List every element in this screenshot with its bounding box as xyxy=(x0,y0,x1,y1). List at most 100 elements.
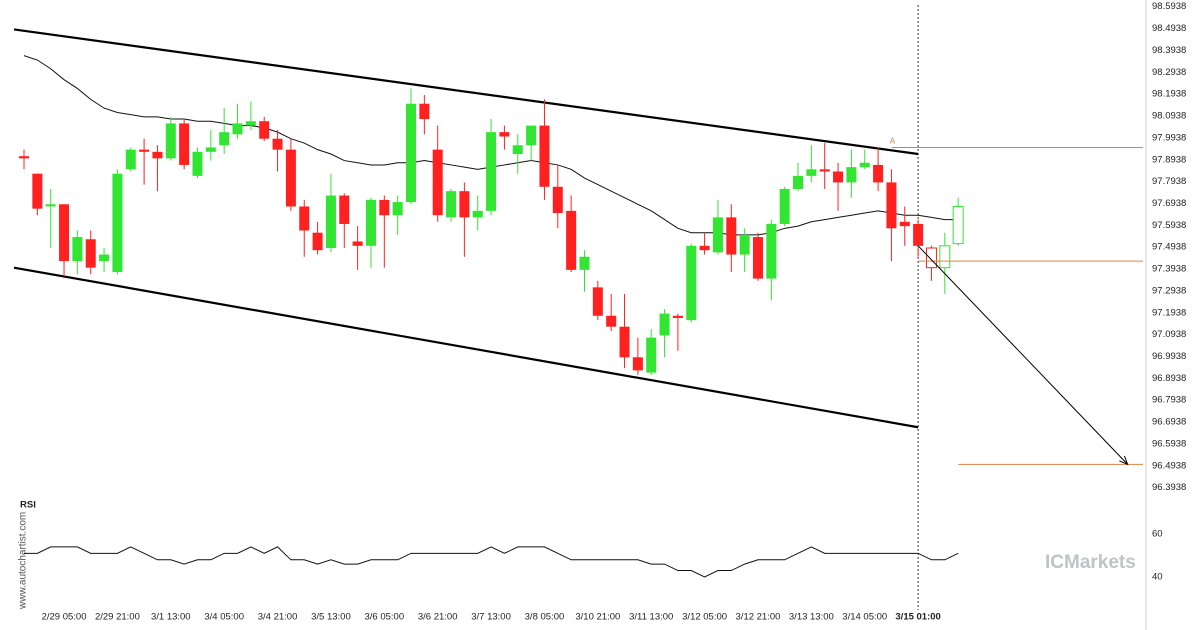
x-tick-label: 3/5 13:00 xyxy=(311,612,351,623)
candle-body xyxy=(793,175,804,189)
candle-body xyxy=(232,123,243,135)
y-tick-label: 98.3938 xyxy=(1152,45,1186,56)
y-tick-label: 96.3938 xyxy=(1152,482,1186,493)
candle-body xyxy=(699,245,710,251)
y-tick-label: 97.7938 xyxy=(1152,176,1186,187)
candle-body xyxy=(873,164,884,183)
candle-body xyxy=(526,125,537,146)
candle-body xyxy=(672,315,683,318)
x-tick-label: 3/4 05:00 xyxy=(204,612,244,623)
candle-body xyxy=(379,199,390,216)
rsi-tick-label: 40 xyxy=(1152,572,1163,583)
candle-body xyxy=(99,254,110,262)
candle-body xyxy=(139,149,150,152)
y-tick-label: 97.9938 xyxy=(1152,132,1186,143)
candle-body xyxy=(766,223,777,279)
candle-body xyxy=(406,103,417,203)
candle-body xyxy=(325,195,336,248)
candle-body xyxy=(539,125,550,187)
candle-body xyxy=(245,121,256,126)
candle-body xyxy=(566,210,577,270)
candle-body xyxy=(365,199,376,246)
y-tick-label: 96.5938 xyxy=(1152,438,1186,449)
candle-body xyxy=(939,245,951,269)
x-tick-label: 3/15 01:00 xyxy=(895,612,940,623)
y-tick-label: 98.2938 xyxy=(1152,67,1186,78)
forecast-arrow xyxy=(917,245,1128,465)
candle-body xyxy=(459,191,470,218)
candle-body xyxy=(312,232,323,251)
x-tick-label: 3/13 13:00 xyxy=(789,612,834,623)
candle-body xyxy=(192,151,203,176)
candle-body xyxy=(913,223,924,246)
x-tick-label: 3/12 05:00 xyxy=(682,612,727,623)
candle-body xyxy=(779,188,790,224)
candle-body xyxy=(125,149,136,170)
y-tick-label: 97.8938 xyxy=(1152,154,1186,165)
candle-body xyxy=(952,205,964,245)
candle-body xyxy=(392,202,403,216)
candle-body xyxy=(726,217,737,255)
x-tick-label: 3/8 05:00 xyxy=(525,612,565,623)
candle-body xyxy=(85,239,96,268)
y-tick-label: 98.1938 xyxy=(1152,89,1186,100)
candle-body xyxy=(299,206,310,231)
candle-body xyxy=(686,245,697,321)
y-tick-label: 96.6938 xyxy=(1152,417,1186,428)
candle-body xyxy=(752,237,763,279)
x-tick-label: 3/10 21:00 xyxy=(575,612,620,623)
candle-body xyxy=(859,162,870,168)
candle-body xyxy=(619,326,630,358)
y-tick-label: 97.3938 xyxy=(1152,264,1186,275)
candle-body xyxy=(512,145,523,155)
candle-body xyxy=(432,149,443,216)
candle-body xyxy=(819,169,830,172)
x-tick-label: 3/12 21:00 xyxy=(736,612,781,623)
y-tick-label: 98.5938 xyxy=(1152,1,1186,12)
y-tick-label: 97.2938 xyxy=(1152,285,1186,296)
candle-body xyxy=(219,132,230,146)
candle-body xyxy=(579,256,590,270)
candle-body xyxy=(552,186,563,214)
y-tick-label: 97.4938 xyxy=(1152,242,1186,253)
candle-body xyxy=(272,138,283,150)
x-tick-label: 3/11 13:00 xyxy=(629,612,673,623)
candle-body xyxy=(499,132,510,137)
candle-body xyxy=(165,123,176,159)
logo: ICMarkets xyxy=(1045,552,1136,573)
candle-body xyxy=(472,210,483,218)
candle-body xyxy=(886,182,897,229)
candle-body xyxy=(72,237,83,262)
candle-body xyxy=(846,167,857,183)
candle-body xyxy=(739,234,750,255)
candle-body xyxy=(592,287,603,316)
rsi-label: RSI xyxy=(20,500,36,511)
channel-line xyxy=(13,266,919,429)
x-tick-label: 3/6 21:00 xyxy=(418,612,458,623)
y-tick-label: 98.4938 xyxy=(1152,23,1186,34)
candle-body xyxy=(352,241,363,246)
y-tick-label: 96.8938 xyxy=(1152,373,1186,384)
candle-body xyxy=(606,315,617,327)
candle-body xyxy=(659,313,670,336)
y-tick-label: 97.0938 xyxy=(1152,329,1186,340)
candle-body xyxy=(925,247,937,269)
candle-body xyxy=(712,217,723,253)
candle-body xyxy=(806,169,817,176)
watermark: www.autochartist.com xyxy=(18,512,29,610)
x-tick-label: 3/4 21:00 xyxy=(258,612,298,623)
candle-body xyxy=(285,149,296,207)
candle-body xyxy=(419,103,430,120)
y-tick-label: 97.1938 xyxy=(1152,307,1186,318)
arrow-head xyxy=(1119,455,1129,466)
y-tick-label: 96.7938 xyxy=(1152,395,1186,406)
x-tick-label: 3/14 05:00 xyxy=(842,612,887,623)
rsi-tick-label: 60 xyxy=(1152,529,1163,540)
candle-body xyxy=(59,204,70,262)
x-tick-label: 2/29 05:00 xyxy=(42,612,87,623)
candle-body xyxy=(179,123,190,165)
candle-body xyxy=(112,173,123,273)
y-tick-label: 96.4938 xyxy=(1152,460,1186,471)
candle-body xyxy=(19,156,29,159)
marker-label: A xyxy=(890,137,896,146)
